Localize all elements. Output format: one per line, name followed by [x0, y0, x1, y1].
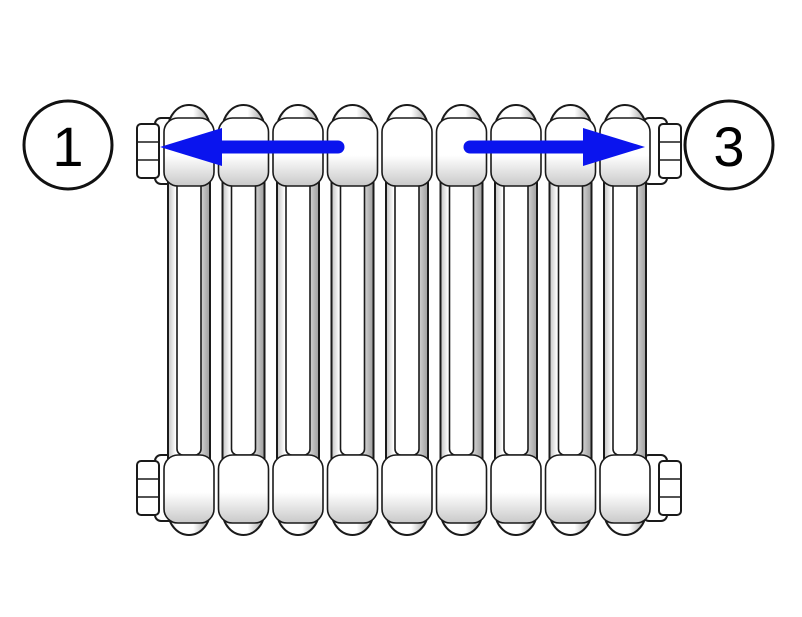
column-inner-tube — [285, 174, 311, 456]
cap-plug — [658, 123, 682, 179]
label-1-text: 1 — [52, 115, 83, 178]
column-header-bottom — [163, 454, 215, 524]
column-header-bottom — [381, 454, 433, 524]
cap-plug — [136, 123, 160, 179]
column-inner-tube — [448, 174, 475, 456]
radiator-column — [435, 104, 488, 536]
radiator-column — [217, 104, 270, 536]
column-header-bottom — [272, 454, 324, 524]
radiator-column — [544, 104, 597, 536]
column-inner-tube — [176, 174, 202, 456]
column-header-bottom — [490, 454, 542, 524]
label-1-circle: 1 — [22, 99, 114, 191]
radiator-column — [326, 104, 379, 536]
column-header-bottom — [599, 454, 651, 524]
column-inner-tube — [557, 174, 584, 456]
radiator-column — [490, 104, 542, 536]
column-header-top — [381, 117, 433, 187]
column-header-bottom — [326, 454, 379, 524]
label-3-circle: 3 — [683, 99, 775, 191]
label-3-text: 3 — [713, 115, 744, 178]
right-arrow — [463, 128, 645, 166]
column-inner-tube — [339, 174, 366, 456]
left-arrow — [160, 128, 345, 166]
radiator-column — [163, 104, 215, 536]
cap-plug — [658, 460, 682, 516]
cap-plug — [136, 460, 160, 516]
radiator-columns — [163, 104, 651, 536]
column-header-bottom — [544, 454, 597, 524]
column-inner-tube — [394, 174, 420, 456]
radiator-column — [272, 104, 324, 536]
radiator-column — [599, 104, 651, 536]
column-inner-tube — [503, 174, 529, 456]
column-inner-tube — [230, 174, 257, 456]
column-inner-tube — [612, 174, 638, 456]
radiator-column — [381, 104, 433, 536]
column-header-bottom — [217, 454, 270, 524]
column-header-bottom — [435, 454, 488, 524]
